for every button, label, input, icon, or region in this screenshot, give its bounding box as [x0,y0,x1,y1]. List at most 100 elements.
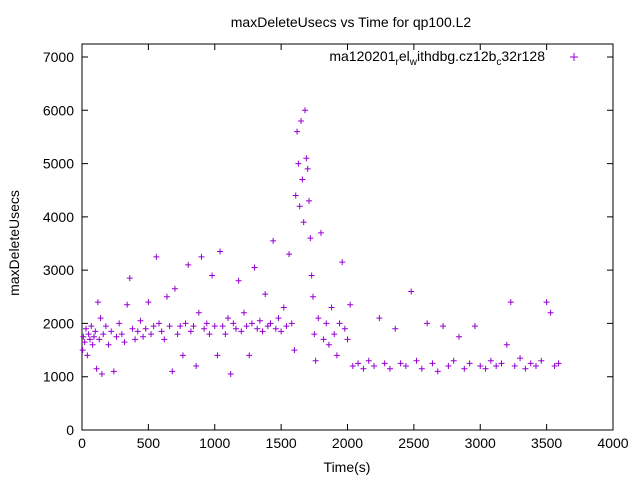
data-point [240,309,247,316]
data-point [246,352,253,359]
data-point [333,352,340,359]
data-point [96,336,103,343]
data-point [206,331,213,338]
x-tick-label: 3500 [531,435,562,451]
x-tick-label: 4000 [597,435,628,451]
data-point [267,320,274,327]
data-point [259,328,266,335]
data-point [296,203,303,210]
data-point [201,325,208,332]
data-point [102,323,109,330]
data-point [235,277,242,284]
data-point [295,160,302,167]
data-point [81,339,88,346]
data-point [177,323,184,330]
data-point [169,368,176,375]
data-point [300,219,307,226]
x-tick-label: 2500 [398,435,429,451]
data-point [219,323,226,330]
data-point [272,325,279,332]
data-point [360,365,367,372]
data-point [355,360,362,367]
legend: ma120201relwithdbg.cz12bc32r128 [329,48,578,68]
data-point [94,299,101,306]
x-tick-label: 0 [78,435,86,451]
data-point [308,272,315,279]
data-point [232,325,239,332]
data-point [434,368,441,375]
data-point [450,357,457,364]
data-point [270,237,277,244]
y-tick-label: 6000 [43,102,74,118]
data-point [182,320,189,327]
data-point [487,357,494,364]
data-point [217,248,224,255]
x-tick-label: 1000 [199,435,230,451]
data-point [371,363,378,370]
data-point [477,363,484,370]
data-point [418,365,425,372]
data-point [320,336,327,343]
data-point [402,363,409,370]
data-point [298,117,305,124]
data-point [108,328,115,335]
data-point [79,347,86,354]
data-point [124,301,131,308]
data-point [148,331,155,338]
data-point [85,331,92,338]
data-point [153,253,160,260]
data-point [121,339,128,346]
data-point [100,331,107,338]
data-point [187,328,194,335]
y-tick-label: 7000 [43,49,74,65]
data-point [80,333,87,340]
data-point [195,309,202,316]
data-point [294,128,301,135]
y-axis-label: maxDeleteUsecs [6,190,22,296]
data-point [155,320,162,327]
data-point [424,320,431,327]
data-point [110,368,117,375]
data-point [302,107,309,114]
data-point [93,365,100,372]
data-point [113,333,120,340]
data-point [214,352,221,359]
data-point [471,323,478,330]
data-point [129,325,136,332]
data-point [341,325,348,332]
data-point [140,333,147,340]
data-point [158,328,165,335]
data-point [209,272,216,279]
data-point [262,291,269,298]
data-point [339,259,346,266]
data-point [288,320,295,327]
data-point [86,336,93,343]
data-point [264,323,271,330]
data-point [331,331,338,338]
chart-title: maxDeleteUsecs vs Time for qp100.L2 [231,14,472,30]
data-point [286,251,293,258]
data-point [256,317,263,324]
plot-border [81,43,614,431]
data-point [291,347,298,354]
x-tick-label: 3000 [465,435,496,451]
data-point [440,323,447,330]
y-tick-label: 4000 [43,209,74,225]
data-point [376,315,383,322]
data-point [347,301,354,308]
data-point [97,315,104,322]
data-point [137,317,144,324]
data-point [92,328,99,335]
data-point [325,341,332,348]
data-point [179,352,186,359]
legend-marker [570,53,578,61]
data-point [466,360,473,367]
data-point [461,365,468,372]
data-point [292,192,299,199]
data-point [551,363,558,370]
data-point [163,293,170,300]
data-point [275,315,282,322]
data-point [307,235,314,242]
data-point [116,320,123,327]
